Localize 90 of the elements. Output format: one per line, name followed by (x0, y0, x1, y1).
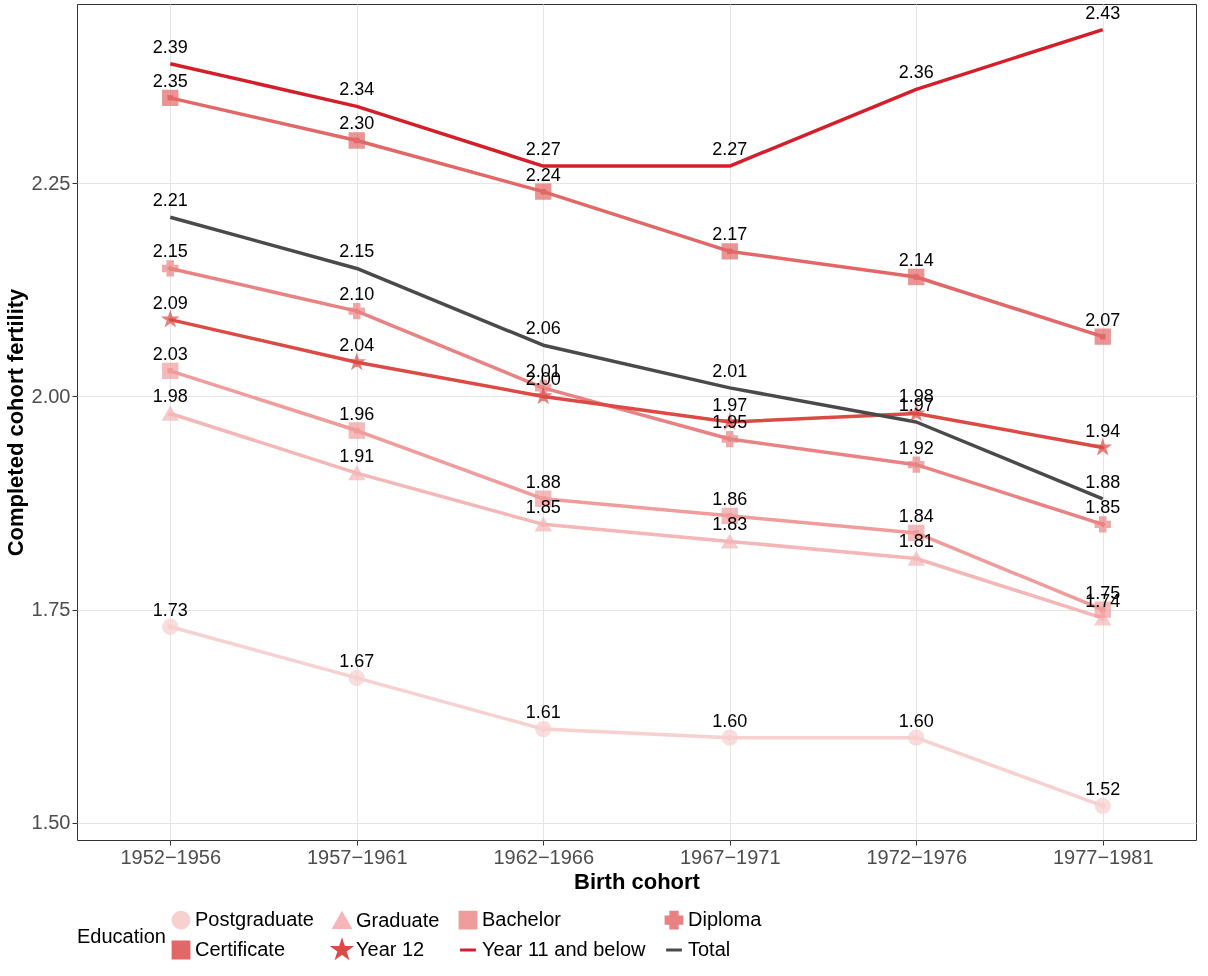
x-tick-label: 1957−1961 (306, 845, 408, 868)
legend-label: Diploma (688, 908, 763, 931)
point (348, 132, 365, 149)
point (162, 618, 179, 635)
point (162, 362, 179, 379)
point (1094, 439, 1111, 455)
legend-label: Year 11 and below (482, 938, 647, 960)
point (348, 422, 365, 439)
legend-label: Bachelor (482, 908, 562, 931)
point (535, 720, 552, 738)
data-label: 2.15 (152, 241, 188, 262)
data-label: 2.07 (1085, 309, 1121, 330)
data-label: 1.96 (339, 403, 375, 424)
data-label: 1.61 (525, 702, 561, 723)
data-label: 1.92 (898, 437, 934, 458)
data-label: 2.17 (712, 224, 748, 245)
data-label: 1.95 (712, 412, 748, 433)
data-label: 2.43 (1085, 2, 1121, 23)
data-label: 2.03 (152, 343, 188, 364)
point (162, 260, 179, 277)
point (348, 669, 365, 687)
data-label: 2.14 (898, 249, 934, 270)
point (162, 311, 179, 327)
data-label: 2.35 (152, 70, 188, 91)
data-label: 2.39 (152, 36, 188, 57)
data-label: 2.10 (339, 284, 375, 305)
y-tick-label: 1.50 (31, 811, 71, 834)
x-tick-label: 1967−1971 (679, 845, 781, 868)
x-tick-label: 1952−1956 (120, 845, 222, 868)
point (535, 388, 552, 404)
data-label: 1.85 (525, 497, 561, 518)
data-label: 2.06 (525, 318, 561, 339)
data-label: 1.67 (339, 650, 375, 671)
point (908, 456, 925, 473)
data-label: 2.27 (712, 139, 748, 160)
point (348, 302, 365, 320)
data-label: 1.88 (1085, 471, 1121, 492)
point (908, 551, 925, 566)
x-tick-label: 1977−1981 (1052, 845, 1154, 868)
y-tick-label: 2.00 (31, 384, 71, 407)
data-label: 2.15 (339, 241, 375, 262)
data-label: 1.60 (712, 710, 748, 731)
point (1094, 797, 1111, 815)
point (1094, 516, 1111, 533)
data-label: 1.98 (152, 386, 188, 407)
data-label: 2.30 (339, 113, 375, 134)
data-label: 1.84 (898, 505, 934, 526)
point (535, 183, 552, 200)
data-label: 1.85 (1085, 497, 1121, 518)
data-label: 2.21 (152, 190, 188, 211)
data-label: 1.88 (525, 471, 561, 492)
data-label: 1.60 (898, 710, 934, 731)
data-label: 1.97 (712, 395, 748, 415)
data-label: 2.34 (339, 79, 375, 100)
data-label: 1.91 (339, 446, 375, 467)
x-axis-title: Birth cohort (574, 868, 701, 894)
data-label: 2.04 (339, 335, 375, 356)
y-tick-label: 1.75 (31, 598, 71, 621)
legend-label: Graduate (356, 908, 440, 931)
data-label: 2.27 (525, 139, 561, 160)
data-label: 1.94 (1085, 420, 1121, 441)
x-tick-label: 1972−1976 (866, 845, 968, 868)
data-label: 1.52 (1085, 778, 1121, 799)
point (1094, 328, 1111, 345)
point (721, 430, 738, 448)
point (162, 406, 179, 421)
point (908, 268, 925, 286)
y-axis-title: Completed cohort fertility (2, 287, 28, 557)
data-label: 2.24 (525, 164, 561, 185)
data-label: 1.81 (898, 531, 934, 552)
data-label: 1.73 (152, 599, 188, 620)
point (162, 89, 179, 106)
legend-label: Certificate (195, 938, 286, 960)
legend-label: Postgraduate (195, 908, 314, 931)
data-label: 1.83 (712, 514, 748, 535)
point (721, 729, 738, 746)
point (721, 534, 738, 549)
y-tick-label: 2.25 (31, 171, 71, 194)
point (721, 243, 738, 260)
legend-title: Education (77, 925, 166, 947)
x-tick-label: 1962−1966 (493, 845, 595, 868)
data-label: 2.01 (712, 360, 748, 381)
point (348, 466, 365, 481)
point (908, 729, 925, 746)
data-label: 1.86 (712, 488, 748, 509)
data-label: 2.36 (898, 62, 934, 83)
legend-label: Total (688, 938, 731, 960)
data-label: 2.09 (152, 292, 188, 313)
legend-label: Year 12 (356, 938, 425, 960)
point (535, 517, 552, 532)
